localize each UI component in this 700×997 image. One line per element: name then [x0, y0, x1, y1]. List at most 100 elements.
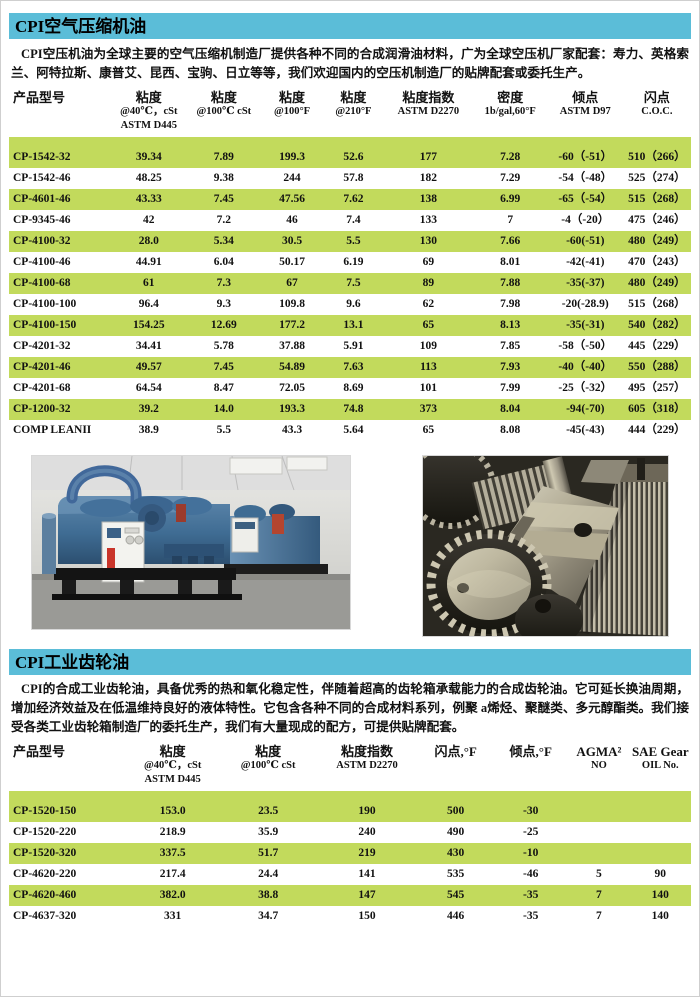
- cell-value: 50.17: [279, 256, 305, 268]
- cell-value: 13.1: [322, 315, 385, 336]
- cell-value: 382.0: [124, 885, 221, 906]
- cell-value: 193.3: [261, 399, 323, 420]
- cell-value: 218.9: [159, 826, 186, 838]
- table-header-row-1: 产品型号 粘度 @40℃，cSt ASTM D445 粘度 @100℃ cSt …: [9, 91, 691, 137]
- table-body-1: CP-1542-32 39.34 7.89 199.3 52.6 177 7.28 -60（-…: [9, 147, 691, 441]
- cell-value: 7.2: [216, 214, 231, 226]
- gear-set-photo: [422, 455, 669, 637]
- cell-value: 7.45: [186, 357, 262, 378]
- industrial-gear-oil-spec-table: 产品型号 粘度 @40℃，cSt ASTM D445 粘度 @100℃ cSt …: [9, 745, 691, 927]
- cell-value: 5.91: [343, 340, 364, 352]
- cell-value: 7: [507, 214, 514, 226]
- cell-value: 446: [447, 910, 465, 922]
- air-compressor-oil-spec-table: 产品型号 粘度 @40℃，cSt ASTM D445 粘度 @100℃ cSt …: [9, 91, 691, 441]
- th-product-model-2: 产品型号: [13, 744, 66, 759]
- cell-value: 177.2: [261, 315, 323, 336]
- cell-product-model: CP-4620-460: [9, 885, 125, 906]
- table-row: CP-1520-320 337.5 51.7 219 430 -10: [9, 843, 691, 864]
- cell-value: 140: [651, 910, 669, 922]
- cell-value: 61: [111, 273, 187, 294]
- cell-value: 515（268）: [622, 189, 691, 210]
- cell-value: 545: [418, 885, 494, 906]
- cell-value: 540（282）: [622, 315, 691, 336]
- cell-value: 510（266）: [622, 147, 691, 168]
- cell-value: 605（318）: [622, 399, 691, 420]
- cell-product-model: CP-9345-46: [13, 214, 71, 226]
- cell-value: 153.0: [124, 801, 221, 822]
- cell-value: 147: [315, 885, 419, 906]
- cell-value: [568, 843, 630, 864]
- cell-value: 470（243）: [628, 256, 686, 268]
- cell-value: 5.64: [343, 424, 364, 436]
- table-row: CP-4620-460 382.0 38.8 147 545 -35 7 140: [9, 885, 691, 906]
- th-gear-pour-point: 倾点,°F: [509, 744, 552, 759]
- cell-product-model: CP-4620-220: [13, 868, 77, 880]
- cell-product-model: CP-4100-32: [9, 231, 112, 252]
- cell-value: -25（-32）: [558, 382, 613, 394]
- cell-value: 5.5: [216, 424, 231, 436]
- cell-value: 8.69: [343, 382, 364, 394]
- cell-value: -35: [523, 910, 539, 922]
- cell-value: 44.91: [135, 256, 162, 268]
- cell-product-model: CP-1520-150: [9, 801, 125, 822]
- cell-value: -54（-48）: [558, 172, 613, 184]
- cell-value: 72.05: [279, 382, 305, 394]
- cell-value: 7.89: [186, 147, 262, 168]
- cell-value: 7.66: [472, 231, 548, 252]
- cell-value: -25: [523, 826, 539, 838]
- cell-product-model: CP-4637-320: [13, 910, 77, 922]
- cell-value: 42: [143, 214, 155, 226]
- table-row: CP-4100-100 96.4 9.3 109.8 9.6 62 7.98 -20(-28.…: [9, 294, 691, 315]
- section-industrial-gear-oil: CPI工业齿轮油: [9, 637, 691, 675]
- cell-value: 74.8: [322, 399, 385, 420]
- th-flash-point: 闪点 C.O.C.: [641, 90, 673, 118]
- cell-value: 7: [596, 910, 602, 922]
- cell-value: -94(-70): [547, 399, 623, 420]
- cell-product-model: CP-4601-46: [9, 189, 112, 210]
- cell-value: 12.69: [186, 315, 262, 336]
- cell-value: 23.5: [220, 801, 316, 822]
- cell-value: 109: [419, 340, 438, 352]
- cell-value: 28.0: [111, 231, 187, 252]
- table-row: CP-9345-46 42 7.2 46 7.4 133 7 -4（-20） 475（246）: [9, 210, 691, 231]
- cell-value: -35(-31): [547, 315, 623, 336]
- cell-value: 39.34: [111, 147, 187, 168]
- cell-value: 480（249）: [622, 273, 691, 294]
- cell-value: [630, 822, 691, 843]
- table-row: CP-1200-32 39.2 14.0 193.3 74.8 373 8.04 -94(-7…: [9, 399, 691, 420]
- cell-value: -30: [493, 801, 569, 822]
- cell-value: 331: [164, 910, 182, 922]
- cell-value: 7.85: [500, 340, 521, 352]
- cell-value: 138: [384, 189, 473, 210]
- cell-value: [629, 843, 691, 864]
- cell-value: 8.01: [500, 256, 521, 268]
- cell-value: 6.04: [213, 256, 234, 268]
- cell-value: 480（249）: [622, 231, 691, 252]
- cell-product-model: CP-4201-32: [13, 340, 71, 352]
- table-row: CP-1520-150 153.0 23.5 190 500 -30: [9, 801, 691, 822]
- cell-value: 7.29: [500, 172, 521, 184]
- cell-value: 43.3: [281, 424, 303, 436]
- cell-value: 444（229）: [628, 424, 686, 436]
- cell-value: 5.5: [322, 231, 385, 252]
- cell-value: 46: [286, 214, 298, 226]
- cell-value: 7.62: [322, 189, 385, 210]
- cell-value: 57.8: [343, 172, 364, 184]
- cell-value: 445（229）: [628, 340, 686, 352]
- table-row: CP-1542-46 48.25 9.38 244 57.8 182 7.29 -54（-48…: [9, 168, 691, 189]
- cell-value: -65（-54）: [547, 189, 623, 210]
- cell-value: -45(-43): [566, 424, 605, 436]
- table-header-rule-1: [9, 137, 691, 147]
- th-viscosity-40c: 粘度 @40℃，cSt ASTM D445: [120, 90, 178, 132]
- section-title-air-compressor-oil: CPI空气压缩机油: [15, 16, 147, 36]
- cell-value: [629, 801, 691, 822]
- th-gear-viscosity-40c: 粘度 @40℃，cSt ASTM D445: [143, 744, 202, 786]
- th-viscosity-100f: 粘度 @100°F: [273, 90, 311, 118]
- cell-value: 337.5: [124, 843, 221, 864]
- table-body-2: CP-1520-150 153.0 23.5 190 500 -30 CP-1520-220…: [9, 801, 691, 927]
- cell-value: 109.8: [279, 298, 305, 310]
- cell-value: 14.0: [186, 399, 262, 420]
- cell-value: [568, 801, 630, 822]
- cell-value: 49.57: [111, 357, 187, 378]
